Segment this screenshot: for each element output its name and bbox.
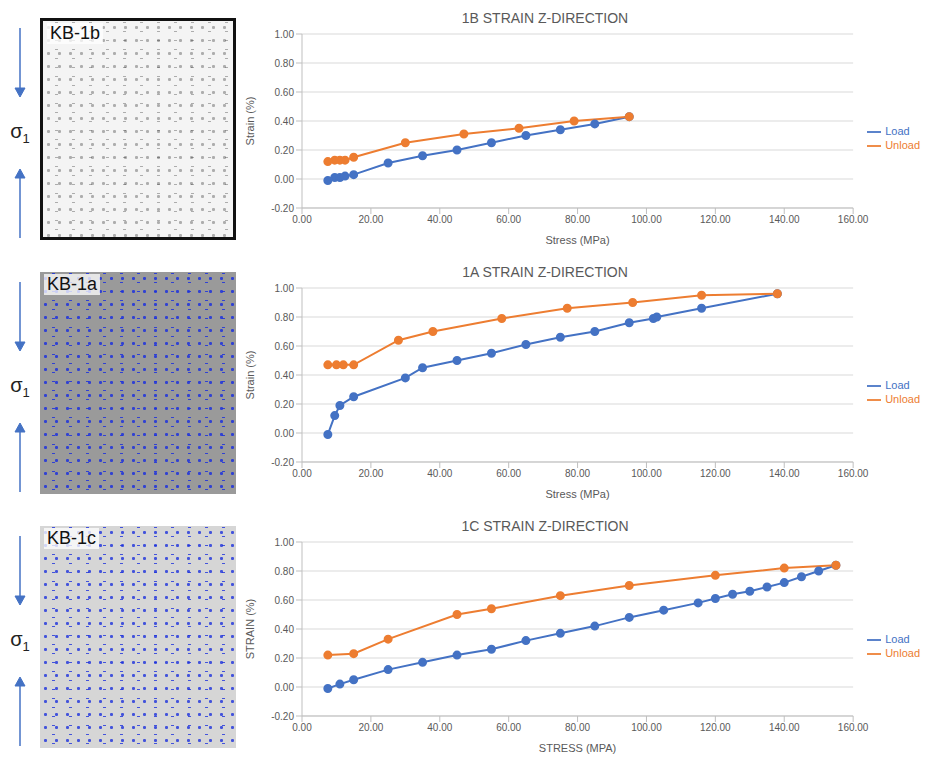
svg-text:120.00: 120.00 (700, 468, 731, 479)
svg-text:100.00: 100.00 (631, 722, 662, 733)
svg-text:-0.20: -0.20 (271, 711, 294, 722)
svg-text:0.80: 0.80 (275, 566, 295, 577)
html-text:Unload: Unload (885, 139, 920, 151)
html-text:σ1: σ1 (10, 120, 30, 146)
html-text:Unload: Unload (885, 393, 920, 405)
svg-text:0.80: 0.80 (275, 58, 295, 69)
svg-text:80.00: 80.00 (565, 468, 590, 479)
svg-text:0.60: 0.60 (275, 87, 295, 98)
svg-text:0.20: 0.20 (275, 653, 295, 664)
svg-text:1.00: 1.00 (275, 537, 295, 548)
svg-text:120.00: 120.00 (700, 722, 731, 733)
svg-text:0.80: 0.80 (275, 312, 295, 323)
svg-text:120.00: 120.00 (700, 214, 731, 225)
svg-text:0.00: 0.00 (292, 468, 312, 479)
svg-text:STRESS (MPA): STRESS (MPA) (539, 742, 616, 754)
svg-text:1.00: 1.00 (275, 29, 295, 40)
svg-text:1.00: 1.00 (275, 283, 295, 294)
svg-text:Stress (MPa): Stress (MPa) (545, 234, 609, 246)
svg-text:0.20: 0.20 (275, 399, 295, 410)
html-text:Load: Load (885, 632, 910, 645)
html-text:Load: Load (885, 378, 910, 391)
html-text:1B STRAIN Z-DIRECTION: 1B STRAIN Z-DIRECTION (461, 10, 629, 26)
svg-text:0.00: 0.00 (292, 722, 312, 733)
svg-text:Strain (%): Strain (%) (244, 97, 256, 146)
svg-text:60.00: 60.00 (496, 722, 521, 733)
html-text:KB-1a: KB-1a (47, 274, 97, 294)
svg-text:160.00: 160.00 (838, 214, 869, 225)
svg-text:80.00: 80.00 (565, 722, 590, 733)
svg-text:60.00: 60.00 (496, 468, 521, 479)
svg-text:100.00: 100.00 (631, 214, 662, 225)
svg-text:20.00: 20.00 (358, 214, 383, 225)
svg-text:0.40: 0.40 (275, 624, 295, 635)
svg-text:20.00: 20.00 (358, 468, 383, 479)
svg-text:20.00: 20.00 (358, 722, 383, 733)
svg-text:-0.20: -0.20 (271, 203, 294, 214)
svg-text:0.00: 0.00 (275, 174, 295, 185)
svg-text:0.00: 0.00 (275, 682, 295, 693)
svg-text:80.00: 80.00 (565, 214, 590, 225)
html-text:σ1: σ1 (10, 628, 30, 654)
svg-text:0.60: 0.60 (275, 595, 295, 606)
svg-text:60.00: 60.00 (496, 214, 521, 225)
svg-text:140.00: 140.00 (769, 722, 800, 733)
html-text:σ1: σ1 (10, 374, 30, 400)
svg-text:40.00: 40.00 (427, 722, 452, 733)
html-text:Unload: Unload (885, 647, 920, 659)
svg-text:140.00: 140.00 (769, 468, 800, 479)
svg-text:160.00: 160.00 (838, 468, 869, 479)
svg-text:Strain (%): Strain (%) (244, 351, 256, 400)
svg-text:-0.20: -0.20 (271, 457, 294, 468)
svg-text:100.00: 100.00 (631, 468, 662, 479)
svg-text:40.00: 40.00 (427, 214, 452, 225)
svg-text:40.00: 40.00 (427, 468, 452, 479)
svg-text:160.00: 160.00 (838, 722, 869, 733)
svg-text:0.00: 0.00 (292, 214, 312, 225)
html-text:Load: Load (885, 124, 910, 137)
html-text:KB-1b: KB-1b (50, 23, 100, 43)
svg-text:0.20: 0.20 (275, 145, 295, 156)
svg-text:Stress (MPa): Stress (MPa) (545, 488, 609, 500)
svg-text:0.60: 0.60 (275, 341, 295, 352)
svg-text:0.40: 0.40 (275, 116, 295, 127)
html-text:1A STRAIN Z-DIRECTION: 1A STRAIN Z-DIRECTION (462, 264, 628, 280)
svg-text:0.40: 0.40 (275, 370, 295, 381)
html-text:1C STRAIN Z-DIRECTION: 1C STRAIN Z-DIRECTION (461, 518, 629, 534)
svg-text:STRAIN (%): STRAIN (%) (244, 599, 256, 660)
html-text:KB-1c: KB-1c (47, 528, 96, 548)
svg-text:140.00: 140.00 (769, 214, 800, 225)
svg-text:0.00: 0.00 (275, 428, 295, 439)
